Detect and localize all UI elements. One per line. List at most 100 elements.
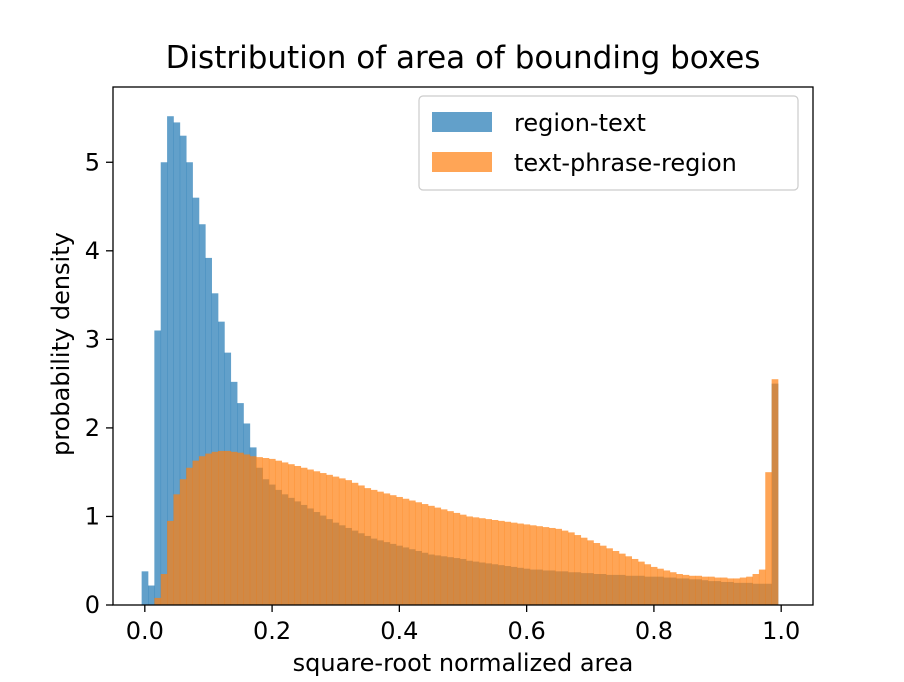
- bar-text-phrase-region: [179, 479, 187, 605]
- bar-region-text: [141, 571, 149, 605]
- x-axis-label: square-root normalized area: [293, 649, 634, 677]
- bar-text-phrase-region: [345, 480, 352, 605]
- x-tick-label: 0.0: [126, 617, 164, 645]
- bar-text-phrase-region: [529, 525, 537, 605]
- bar-text-phrase-region: [459, 514, 467, 605]
- bar-text-phrase-region: [676, 574, 683, 605]
- legend-swatch-text-phrase-region: [432, 152, 492, 172]
- bar-text-phrase-region: [288, 464, 295, 605]
- bar-text-phrase-region: [332, 476, 340, 605]
- bar-text-phrase-region: [173, 494, 181, 605]
- bar-text-phrase-region: [606, 548, 613, 605]
- chart-title: Distribution of area of bounding boxes: [166, 40, 761, 76]
- bar-text-phrase-region: [650, 566, 658, 605]
- x-tick-label: 0.8: [635, 617, 673, 645]
- y-tick-label: 3: [85, 325, 100, 353]
- bar-text-phrase-region: [631, 558, 639, 605]
- bar-text-phrase-region: [720, 577, 728, 605]
- bar-text-phrase-region: [536, 526, 543, 605]
- bar-text-phrase-region: [758, 569, 766, 605]
- x-tick-label: 1.0: [762, 617, 800, 645]
- bar-text-phrase-region: [243, 454, 251, 605]
- bar-text-phrase-region: [618, 553, 626, 605]
- bar-text-phrase-region: [580, 537, 588, 605]
- bar-text-phrase-region: [300, 467, 308, 605]
- bar-text-phrase-region: [771, 379, 779, 605]
- bar-text-phrase-region: [657, 568, 664, 605]
- bar-text-phrase-region: [364, 488, 372, 605]
- bar-text-phrase-region: [517, 523, 524, 605]
- legend-swatch-region-text: [432, 112, 492, 132]
- bar-text-phrase-region: [682, 574, 690, 605]
- bar-text-phrase-region: [224, 450, 232, 605]
- bar-region-text: [148, 585, 155, 605]
- bar-text-phrase-region: [612, 550, 620, 605]
- bar-text-phrase-region: [326, 474, 333, 605]
- bar-text-phrase-region: [275, 460, 282, 605]
- series-text-phrase-region: [154, 379, 779, 605]
- bar-text-phrase-region: [230, 451, 238, 605]
- ticks-layer: 0.0 0.2 0.4 0.6 0.8 1.0 0 1 2 3 4 5: [85, 148, 801, 645]
- bars-layer: [141, 116, 779, 606]
- bar-text-phrase-region: [669, 572, 677, 605]
- bar-region-text: [205, 257, 212, 605]
- bar-text-phrase-region: [504, 521, 512, 605]
- bar-text-phrase-region: [478, 518, 486, 605]
- bar-text-phrase-region: [211, 451, 219, 605]
- bar-text-phrase-region: [160, 574, 168, 605]
- bar-text-phrase-region: [542, 527, 550, 605]
- bar-text-phrase-region: [186, 467, 193, 605]
- bar-text-phrase-region: [708, 576, 715, 605]
- bar-text-phrase-region: [453, 512, 461, 605]
- y-tick-label: 4: [85, 237, 100, 265]
- bar-text-phrase-region: [377, 491, 384, 605]
- bar-text-phrase-region: [599, 545, 607, 605]
- y-tick-label: 2: [85, 414, 100, 442]
- bar-region-text: [154, 330, 162, 605]
- bar-region-text: [160, 162, 168, 605]
- bar-region-text: [186, 162, 193, 605]
- x-tick-label: 0.4: [380, 617, 418, 645]
- bar-text-phrase-region: [561, 530, 569, 605]
- bar-text-phrase-region: [389, 495, 397, 605]
- bar-text-phrase-region: [638, 561, 645, 605]
- bar-text-phrase-region: [593, 543, 601, 605]
- bar-text-phrase-region: [714, 577, 722, 605]
- bar-text-phrase-region: [256, 457, 263, 605]
- bar-text-phrase-region: [428, 505, 435, 605]
- y-tick-label: 5: [85, 148, 100, 176]
- legend-label-text-phrase-region: text-phrase-region: [514, 149, 737, 177]
- bar-text-phrase-region: [421, 504, 429, 605]
- bar-text-phrase-region: [237, 452, 244, 605]
- bar-text-phrase-region: [338, 478, 346, 605]
- bar-text-phrase-region: [568, 532, 575, 605]
- bar-text-phrase-region: [351, 482, 359, 605]
- bar-text-phrase-region: [370, 489, 378, 605]
- x-tick-label: 0.2: [253, 617, 291, 645]
- bar-text-phrase-region: [472, 517, 480, 605]
- bar-region-text: [173, 122, 181, 606]
- x-tick-label: 0.6: [508, 617, 546, 645]
- bar-text-phrase-region: [268, 458, 276, 605]
- bar-text-phrase-region: [688, 575, 696, 605]
- bar-text-phrase-region: [218, 450, 225, 605]
- bar-text-phrase-region: [319, 473, 327, 605]
- bar-text-phrase-region: [434, 507, 442, 605]
- bar-text-phrase-region: [466, 516, 473, 605]
- bar-text-phrase-region: [485, 519, 492, 605]
- bar-text-phrase-region: [396, 496, 403, 605]
- bar-region-text: [198, 224, 206, 605]
- bar-text-phrase-region: [548, 527, 556, 605]
- bar-text-phrase-region: [587, 540, 594, 605]
- bar-text-phrase-region: [383, 493, 391, 605]
- bar-text-phrase-region: [663, 570, 671, 605]
- bar-text-phrase-region: [739, 577, 747, 605]
- bar-text-phrase-region: [167, 520, 174, 605]
- bar-text-phrase-region: [695, 575, 702, 605]
- bar-text-phrase-region: [510, 522, 518, 605]
- bar-text-phrase-region: [198, 456, 206, 605]
- bar-text-phrase-region: [294, 465, 302, 605]
- bar-text-phrase-region: [262, 458, 270, 605]
